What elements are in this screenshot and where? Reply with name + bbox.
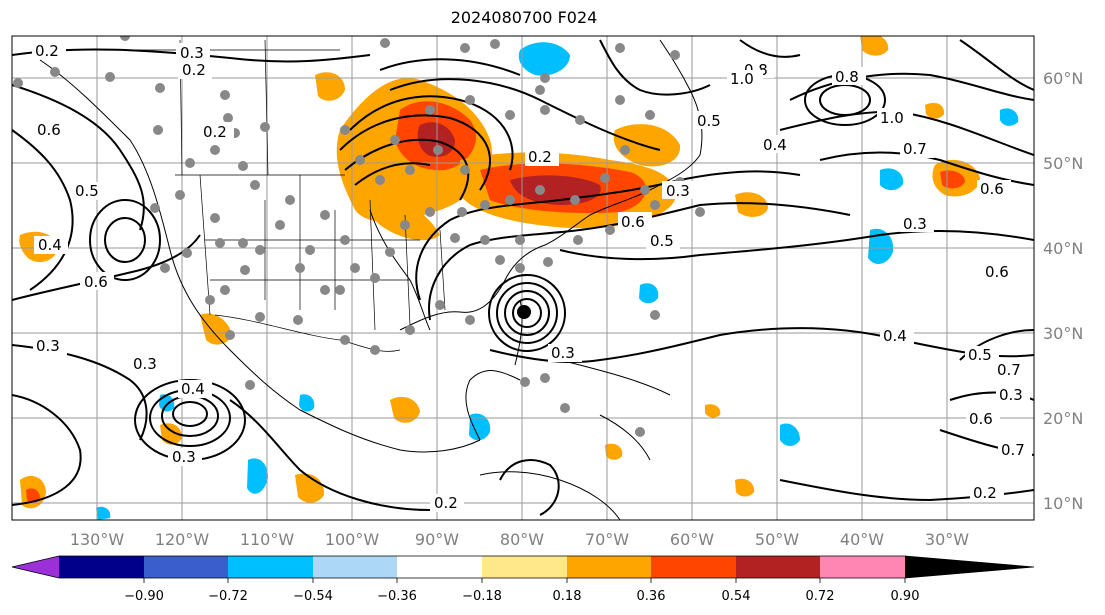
lon-label: 120°W (155, 530, 210, 549)
lat-label: 30°N (1043, 324, 1083, 343)
map-frame (11, 35, 1035, 521)
lat-label: 20°N (1043, 409, 1083, 428)
contour-labels: 0.2 0.3 0.2 0.6 0.5 0.4 0.6 0.3 0.4 0.3 … (32, 41, 1032, 512)
colorbar-tick-label: 0.54 (722, 589, 751, 604)
contour-label: 0.3 (133, 355, 157, 373)
contour-label: 0.4 (38, 236, 62, 254)
colorbar-segment (397, 556, 482, 578)
colorbar-tick-label: −0.18 (462, 589, 502, 604)
contour-label: 1.0 (880, 109, 904, 127)
colorbar-extend-low (12, 556, 59, 578)
contour-label: 0.5 (650, 232, 674, 250)
colorbar: −0.90 −0.72 −0.54 −0.36 −0.18 0.18 0.36 … (11, 555, 1035, 604)
contour-label: 0.5 (697, 112, 721, 130)
lon-label: 130°W (70, 530, 125, 549)
longitude-labels: 130°W 120°W 110°W 100°W 90°W 80°W 70°W 6… (70, 530, 969, 549)
contour-label: 0.6 (37, 121, 61, 139)
colorbar-segment (144, 556, 228, 578)
contour-label: 0.5 (75, 182, 99, 200)
colorbar-segment (482, 556, 567, 578)
contour-label: 0.2 (973, 484, 997, 502)
negative-shading (96, 42, 1019, 520)
contour-label: 0.8 (835, 68, 859, 86)
contour-label: 0.6 (985, 263, 1009, 281)
colorbar-tick-label: 0.90 (891, 589, 920, 604)
contour-label: 0.2 (434, 494, 458, 512)
contour-label: 0.6 (980, 180, 1004, 198)
contour-label: 0.4 (763, 136, 787, 154)
colorbar-tick-label: −0.54 (293, 589, 333, 604)
contour-label: 0.3 (903, 215, 927, 233)
contour-label: 0.7 (903, 140, 927, 158)
contour-label: 0.7 (997, 361, 1021, 379)
lat-label: 10°N (1043, 494, 1083, 513)
lon-label: 50°W (755, 530, 799, 549)
colorbar-tick-label: −0.36 (377, 589, 417, 604)
lon-label: 100°W (325, 530, 380, 549)
contour-label: 0.2 (182, 61, 206, 79)
colorbar-tick-label: 0.36 (637, 589, 666, 604)
lon-label: 70°W (585, 530, 629, 549)
colorbar-segment (59, 556, 144, 578)
colorbar-segment (736, 556, 820, 578)
contour-label: 0.3 (180, 44, 204, 62)
station-markers (13, 36, 705, 437)
colorbar-extend-high (905, 556, 1034, 578)
colorbar-segment (820, 556, 905, 578)
lon-label: 110°W (240, 530, 295, 549)
lat-label: 40°N (1043, 239, 1083, 258)
lat-label: 50°N (1043, 154, 1083, 173)
contour-label: 0.3 (551, 344, 575, 362)
lon-label: 60°W (670, 530, 714, 549)
contour-label: 0.6 (969, 410, 993, 428)
lat-label: 60°N (1043, 69, 1083, 88)
contour-label: 0.6 (621, 213, 645, 231)
colorbar-segment (651, 556, 736, 578)
contour-label: 0.3 (172, 448, 196, 466)
colorbar-segment (228, 556, 313, 578)
low-center-marker (517, 305, 531, 319)
contour-label: 0.2 (203, 123, 227, 141)
colorbar-tick-label: −0.72 (208, 589, 248, 604)
lon-label: 90°W (415, 530, 459, 549)
contour-label: 0.4 (883, 327, 907, 345)
contour-label: 0.2 (528, 148, 552, 166)
contour-label: 0.7 (1001, 441, 1025, 459)
map-area: 0.2 0.3 0.2 0.6 0.5 0.4 0.6 0.3 0.4 0.3 … (12, 36, 1034, 520)
colorbar-tick-label: −0.90 (124, 589, 164, 604)
lon-label: 40°W (840, 530, 884, 549)
latitude-labels: 60°N 50°N 40°N 30°N 20°N 10°N (1043, 69, 1083, 513)
contour-label: 1.0 (730, 70, 754, 88)
contour-label: 0.5 (968, 346, 992, 364)
colorbar-tick-label: 0.18 (553, 589, 582, 604)
contour-label: 0.3 (36, 337, 60, 355)
contour-label: 0.3 (999, 386, 1023, 404)
lon-label: 30°W (925, 530, 969, 549)
map-title: 2024080700 F024 (450, 8, 598, 27)
contour-label: 0.3 (666, 182, 690, 200)
contour-label: 0.6 (84, 273, 108, 291)
contour-label: 0.4 (181, 380, 205, 398)
colorbar-segment (567, 556, 651, 578)
colorbar-tick-label: 0.72 (806, 589, 835, 604)
contour-label: 0.2 (35, 42, 59, 60)
lon-label: 80°W (500, 530, 544, 549)
colorbar-segment (313, 556, 397, 578)
